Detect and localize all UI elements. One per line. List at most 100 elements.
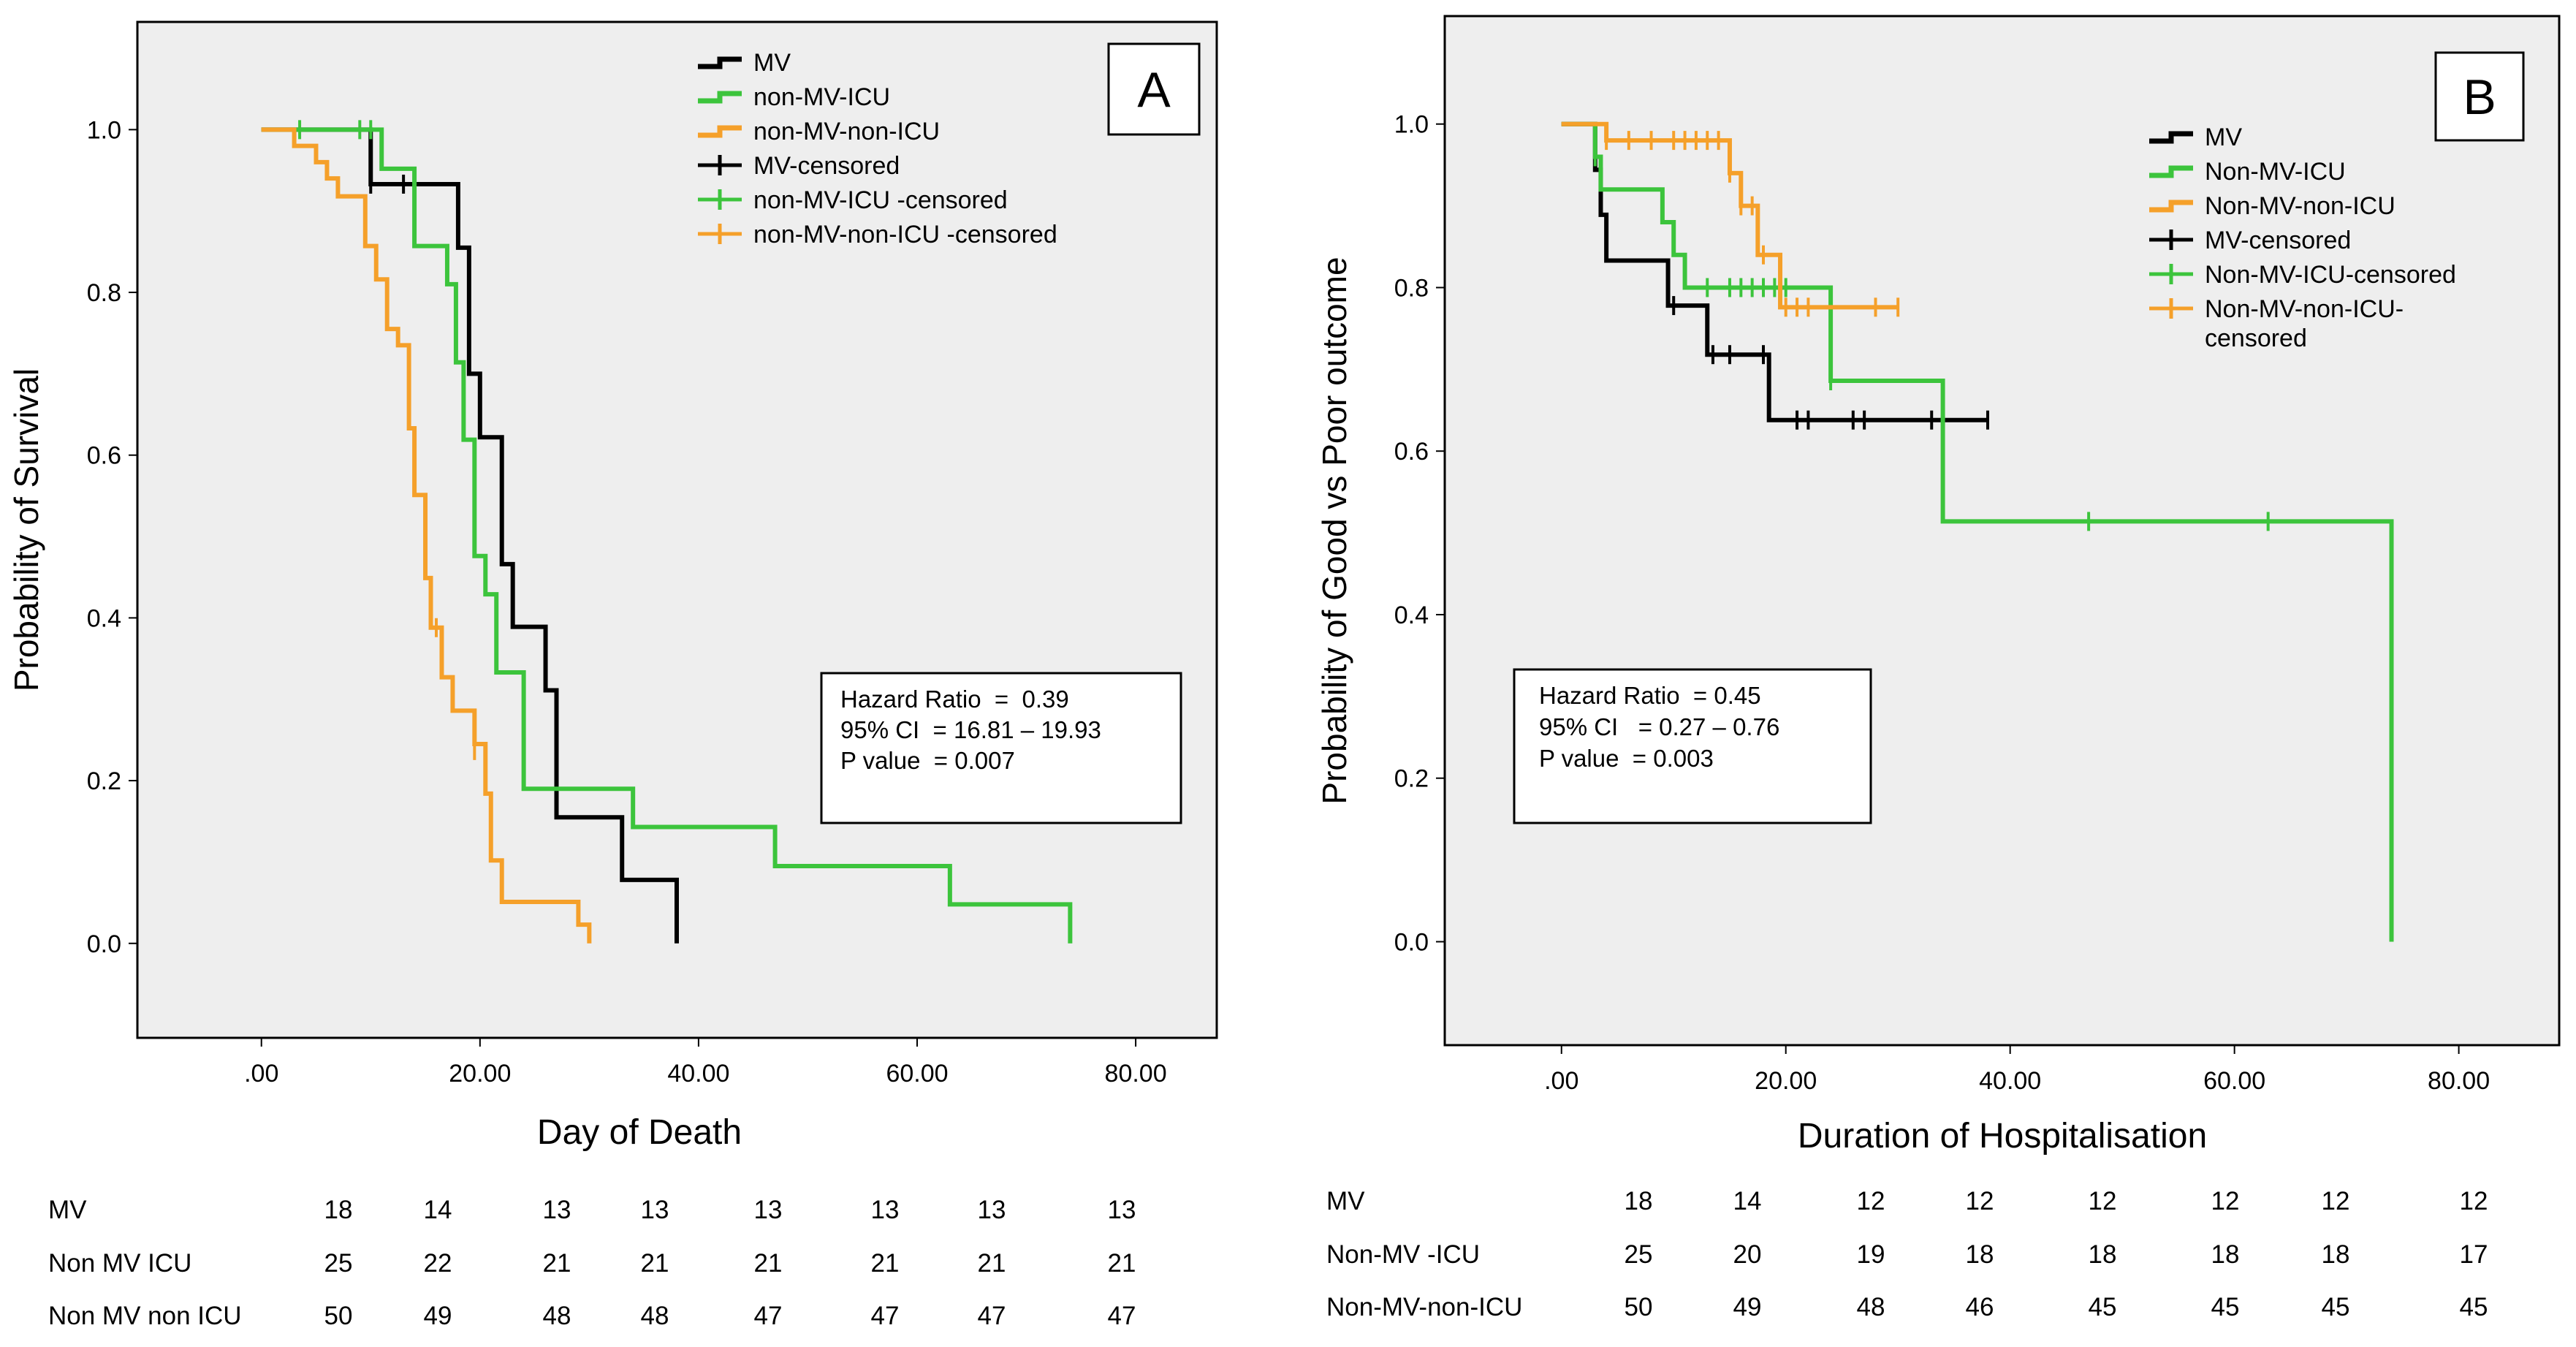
- x-tick-label: 80.00: [1105, 1060, 1167, 1088]
- risk-table-cell: 13: [754, 1196, 783, 1224]
- risk-table-cell: 17: [2460, 1240, 2488, 1269]
- risk-table-cell: 50: [324, 1302, 353, 1330]
- risk-table-cell: 25: [1625, 1240, 1653, 1269]
- risk-table-cell: 47: [754, 1302, 783, 1330]
- panel-A: 0.0 0.2 0.4 0.6 0.8 1.0 .00 20.00 40.00 60.00 80.0…: [7, 20, 1218, 1152]
- km-curve-non_MV_non_ICU: [261, 127, 592, 944]
- legend-entry: non-MV-ICU -censored: [753, 186, 1008, 214]
- stats-line: P value = 0.003: [1539, 745, 1714, 772]
- risk-table-cell: 18: [324, 1196, 353, 1224]
- risk-table-cell: 48: [543, 1302, 571, 1330]
- plot-area: [136, 20, 1218, 1039]
- risk-table-cell: 21: [543, 1249, 571, 1278]
- y-tick-label: 0.0: [1394, 928, 1429, 956]
- stats-line: Hazard Ratio = 0.45: [1539, 682, 1761, 709]
- risk-table-cell: 45: [2089, 1293, 2117, 1321]
- risk-table-cell: 47: [871, 1302, 900, 1330]
- risk-table-cell: 21: [754, 1249, 783, 1278]
- risk-table-cell: 45: [2322, 1293, 2350, 1321]
- risk-table-row-label: Non MV non ICU: [48, 1302, 242, 1330]
- x-tick-label: 40.00: [1979, 1067, 2041, 1095]
- x-axis-label: Duration of Hospitalisation: [1798, 1117, 2207, 1156]
- y-tick-label: 0.2: [1394, 765, 1429, 793]
- y-tick-label: 0.4: [1394, 602, 1429, 629]
- legend-entry: non-MV-non-ICU: [753, 118, 940, 145]
- km-curve-MV: [261, 127, 679, 944]
- stats-line: Hazard Ratio = 0.39: [840, 686, 1069, 713]
- risk-table-cell: 12: [2460, 1187, 2488, 1215]
- legend-entry: Non-MV-ICU-censored: [2205, 261, 2456, 289]
- x-tick-label: 40.00: [667, 1060, 729, 1088]
- risk-table-cell: 22: [424, 1249, 452, 1278]
- risk-table-cell: 12: [1857, 1187, 1885, 1215]
- y-tick-label: 1.0: [1394, 111, 1429, 139]
- risk-table-row-label: Non MV ICU: [48, 1249, 191, 1278]
- legend-entry: non-MV-ICU: [753, 83, 890, 111]
- risk-table-cell: 21: [871, 1249, 900, 1278]
- y-tick-label: 0.6: [87, 442, 121, 470]
- risk-table-cell: 12: [2089, 1187, 2117, 1215]
- risk-table-cell: 14: [1733, 1187, 1762, 1215]
- legend-entry: MV-censored: [2205, 227, 2351, 254]
- legend-entry: Non-MV-non-ICU-censored: [2205, 295, 2404, 352]
- risk-table-cell: 21: [641, 1249, 669, 1278]
- km-curve-non_MV_ICU: [261, 127, 1073, 944]
- y-tick-label: 0.6: [1394, 438, 1429, 466]
- panel-label: A: [1137, 62, 1171, 118]
- y-axis-label: Probability of Survival: [7, 368, 45, 691]
- x-tick-label: 60.00: [886, 1060, 948, 1088]
- risk-table-cell: 13: [978, 1196, 1006, 1224]
- legend-entry-line: Non-MV-non-ICU-: [2205, 295, 2404, 323]
- y-tick-label: 0.8: [87, 279, 121, 307]
- legend-swatch: [698, 56, 742, 69]
- legend-entry: Non-MV-non-ICU: [2205, 192, 2395, 220]
- legend: MV Non-MV-ICU Non-MV-non-ICU MV-censored Non…: [2149, 124, 2456, 352]
- stats-line: 95% CI = 0.27 – 0.76: [1539, 713, 1779, 740]
- x-axis-label: Day of Death: [537, 1113, 742, 1152]
- legend-entry: MV: [2205, 124, 2242, 151]
- risk-table-cell: 18: [2322, 1240, 2350, 1269]
- legend-swatch: [2149, 131, 2193, 144]
- legend-swatch: [698, 91, 742, 104]
- risk-table-cell: 13: [543, 1196, 571, 1224]
- risk-table-cell: 48: [1857, 1293, 1885, 1321]
- y-tick-label: 0.4: [87, 604, 121, 632]
- panel-B: 0.0 0.2 0.4 0.6 0.8 1.0 .00 20.00 40.00 60.00 80.0…: [1315, 15, 2561, 1156]
- risk-table-cell: 21: [1108, 1249, 1136, 1278]
- stats-line: 95% CI = 16.81 – 19.93: [840, 716, 1101, 743]
- risk-table-cell: 18: [1966, 1240, 1994, 1269]
- stats-box: [1513, 668, 1872, 824]
- risk-table-cell: 13: [871, 1196, 900, 1224]
- legend: MV non-MV-ICU non-MV-non-ICU MV-censored non…: [698, 49, 1057, 248]
- risk-table-cell: 49: [1733, 1293, 1762, 1321]
- legend-entry: MV-censored: [753, 152, 900, 180]
- legend-entry-line: censored: [2205, 325, 2307, 352]
- risk-table-cell: 14: [424, 1196, 452, 1224]
- risk-table-cell: 13: [1108, 1196, 1136, 1224]
- risk-table-cell: 19: [1857, 1240, 1885, 1269]
- y-tick-label: 1.0: [87, 116, 121, 144]
- x-tick-label: 60.00: [2203, 1067, 2265, 1095]
- legend-entry: Non-MV-ICU: [2205, 158, 2346, 186]
- panel-label-box: [1107, 42, 1201, 136]
- legend-swatch: [2149, 200, 2193, 213]
- legend-swatch: [2149, 165, 2193, 178]
- y-tick-label: 0.8: [1394, 274, 1429, 302]
- risk-table-cell: 48: [641, 1302, 669, 1330]
- risk-table-cell: 20: [1733, 1240, 1762, 1269]
- risk-table-row-label: Non-MV -ICU: [1326, 1240, 1480, 1269]
- risk-table-cell: 50: [1625, 1293, 1653, 1321]
- risk-table-cell: 21: [978, 1249, 1006, 1278]
- y-tick-label: 0.0: [87, 930, 121, 958]
- risk-table-cell: 12: [1966, 1187, 1994, 1215]
- risk-table-row-label: MV: [48, 1196, 87, 1224]
- y-tick-label: 0.2: [87, 767, 121, 795]
- stats-line: P value = 0.007: [840, 747, 1015, 774]
- x-tick-label: 20.00: [449, 1060, 511, 1088]
- legend-entry: non-MV-non-ICU -censored: [753, 221, 1057, 248]
- risk-table-cell: 46: [1966, 1293, 1994, 1321]
- risk-table-cell: 12: [2211, 1187, 2240, 1215]
- legend-entry: MV: [753, 49, 791, 77]
- risk-table-A: MV 18 14 13 13 13 13 13 13 Non MV ICU 25 22 21 21 21 21…: [48, 1196, 1136, 1330]
- km-curve-non_MV_ICU: [1561, 121, 2394, 942]
